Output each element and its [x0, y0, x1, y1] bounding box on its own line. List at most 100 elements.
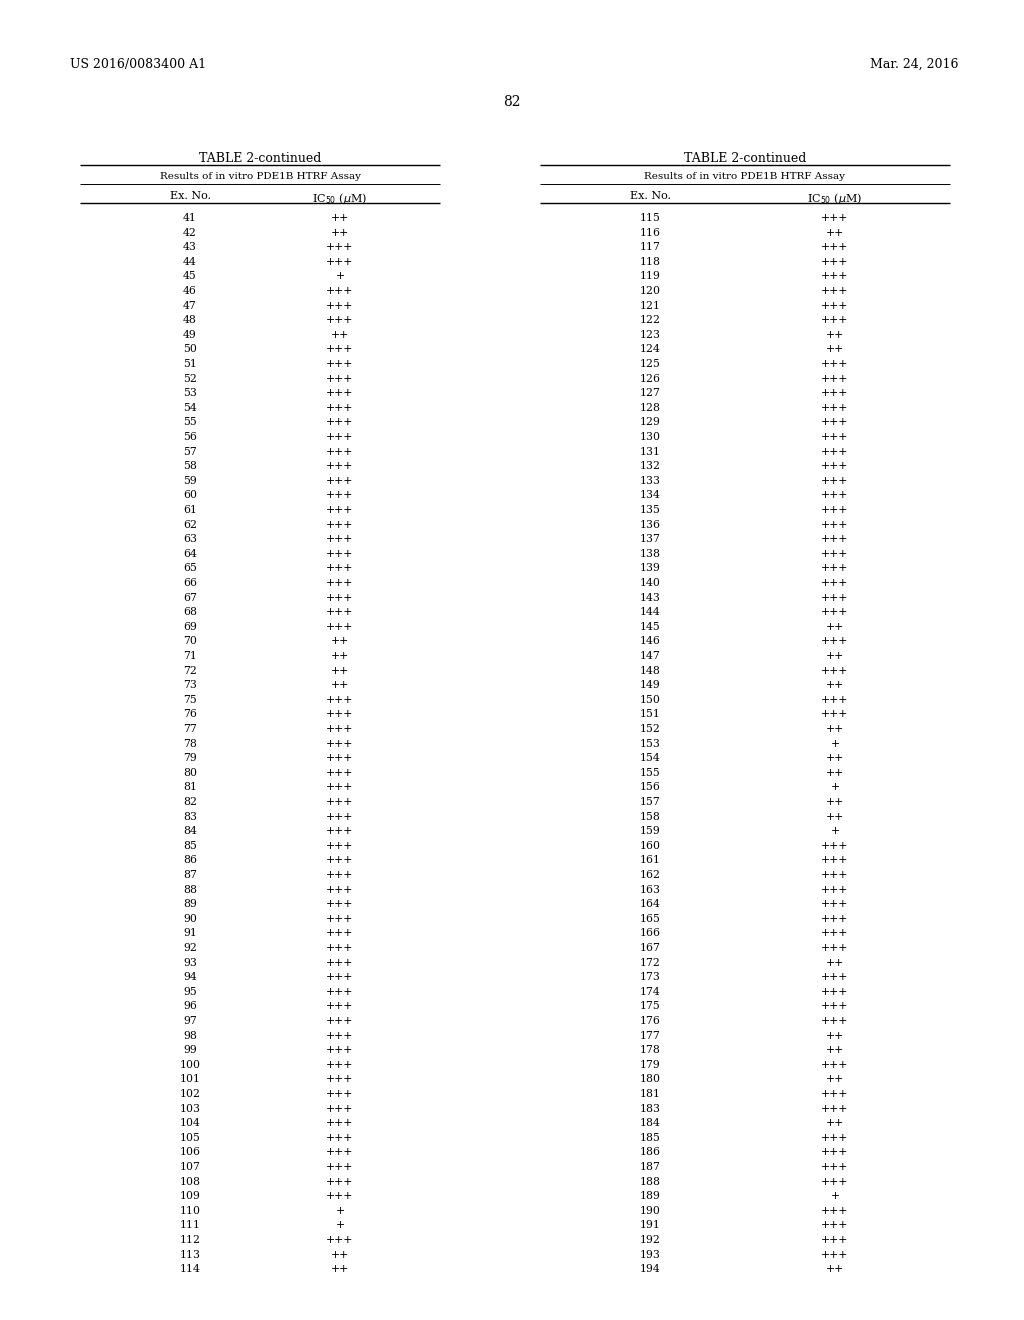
Text: +++: +++	[821, 564, 849, 573]
Text: +++: +++	[327, 286, 353, 296]
Text: +++: +++	[821, 942, 849, 953]
Text: 88: 88	[183, 884, 197, 895]
Text: +++: +++	[327, 403, 353, 413]
Text: 56: 56	[183, 432, 197, 442]
Text: 41: 41	[183, 213, 197, 223]
Text: 120: 120	[640, 286, 660, 296]
Text: ++: ++	[826, 330, 844, 339]
Text: +++: +++	[821, 1060, 849, 1069]
Text: 82: 82	[503, 95, 521, 110]
Text: 157: 157	[640, 797, 660, 807]
Text: 124: 124	[640, 345, 660, 354]
Text: 145: 145	[640, 622, 660, 632]
Text: 129: 129	[640, 417, 660, 428]
Text: 162: 162	[640, 870, 660, 880]
Text: 69: 69	[183, 622, 197, 632]
Text: 90: 90	[183, 913, 197, 924]
Text: 166: 166	[640, 928, 660, 939]
Text: +++: +++	[821, 446, 849, 457]
Text: +++: +++	[327, 841, 353, 851]
Text: Mar. 24, 2016: Mar. 24, 2016	[870, 58, 959, 71]
Text: +++: +++	[821, 359, 849, 370]
Text: ++: ++	[331, 213, 349, 223]
Text: 46: 46	[183, 286, 197, 296]
Text: 100: 100	[179, 1060, 201, 1069]
Text: +++: +++	[327, 855, 353, 866]
Text: 93: 93	[183, 957, 197, 968]
Text: +++: +++	[327, 1045, 353, 1055]
Text: 106: 106	[179, 1147, 201, 1158]
Text: +++: +++	[821, 506, 849, 515]
Text: 62: 62	[183, 520, 197, 529]
Text: 92: 92	[183, 942, 197, 953]
Text: +++: +++	[821, 1147, 849, 1158]
Text: 174: 174	[640, 987, 660, 997]
Text: ++: ++	[826, 680, 844, 690]
Text: +++: +++	[327, 315, 353, 325]
Text: 48: 48	[183, 315, 197, 325]
Text: 127: 127	[640, 388, 660, 399]
Text: 154: 154	[640, 754, 660, 763]
Text: 146: 146	[640, 636, 660, 647]
Text: +++: +++	[327, 709, 353, 719]
Text: 164: 164	[640, 899, 660, 909]
Text: 64: 64	[183, 549, 197, 558]
Text: +++: +++	[821, 593, 849, 603]
Text: 140: 140	[640, 578, 660, 587]
Text: +++: +++	[821, 1133, 849, 1143]
Text: 187: 187	[640, 1162, 660, 1172]
Text: +++: +++	[821, 432, 849, 442]
Text: 133: 133	[640, 475, 660, 486]
Text: +++: +++	[327, 1147, 353, 1158]
Text: +++: +++	[327, 928, 353, 939]
Text: +++: +++	[327, 301, 353, 310]
Text: 112: 112	[179, 1236, 201, 1245]
Text: 82: 82	[183, 797, 197, 807]
Text: 68: 68	[183, 607, 197, 618]
Text: 84: 84	[183, 826, 197, 836]
Text: +: +	[336, 1221, 344, 1230]
Text: 176: 176	[640, 1016, 660, 1026]
Text: ++: ++	[826, 345, 844, 354]
Text: 118: 118	[640, 257, 660, 267]
Text: 181: 181	[640, 1089, 660, 1100]
Text: 139: 139	[640, 564, 660, 573]
Text: 193: 193	[640, 1250, 660, 1259]
Text: +++: +++	[821, 607, 849, 618]
Text: +++: +++	[327, 1176, 353, 1187]
Text: +++: +++	[821, 855, 849, 866]
Text: +++: +++	[821, 417, 849, 428]
Text: +++: +++	[327, 783, 353, 792]
Text: 178: 178	[640, 1045, 660, 1055]
Text: 147: 147	[640, 651, 660, 661]
Text: +++: +++	[327, 257, 353, 267]
Text: +++: +++	[821, 1104, 849, 1114]
Text: +++: +++	[821, 928, 849, 939]
Text: +++: +++	[821, 242, 849, 252]
Text: 143: 143	[640, 593, 660, 603]
Text: +++: +++	[327, 1074, 353, 1085]
Text: +: +	[336, 272, 344, 281]
Text: 135: 135	[640, 506, 660, 515]
Text: 156: 156	[640, 783, 660, 792]
Text: +++: +++	[327, 694, 353, 705]
Text: 131: 131	[640, 446, 660, 457]
Text: +++: +++	[821, 520, 849, 529]
Text: 173: 173	[640, 973, 660, 982]
Text: +: +	[830, 826, 840, 836]
Text: +++: +++	[327, 607, 353, 618]
Text: +++: +++	[327, 768, 353, 777]
Text: US 2016/0083400 A1: US 2016/0083400 A1	[70, 58, 206, 71]
Text: 167: 167	[640, 942, 660, 953]
Text: 42: 42	[183, 227, 197, 238]
Text: ++: ++	[826, 957, 844, 968]
Text: +++: +++	[327, 797, 353, 807]
Text: +++: +++	[821, 1016, 849, 1026]
Text: 101: 101	[179, 1074, 201, 1085]
Text: ++: ++	[826, 651, 844, 661]
Text: 163: 163	[640, 884, 660, 895]
Text: 165: 165	[640, 913, 660, 924]
Text: +: +	[830, 1191, 840, 1201]
Text: 61: 61	[183, 506, 197, 515]
Text: 87: 87	[183, 870, 197, 880]
